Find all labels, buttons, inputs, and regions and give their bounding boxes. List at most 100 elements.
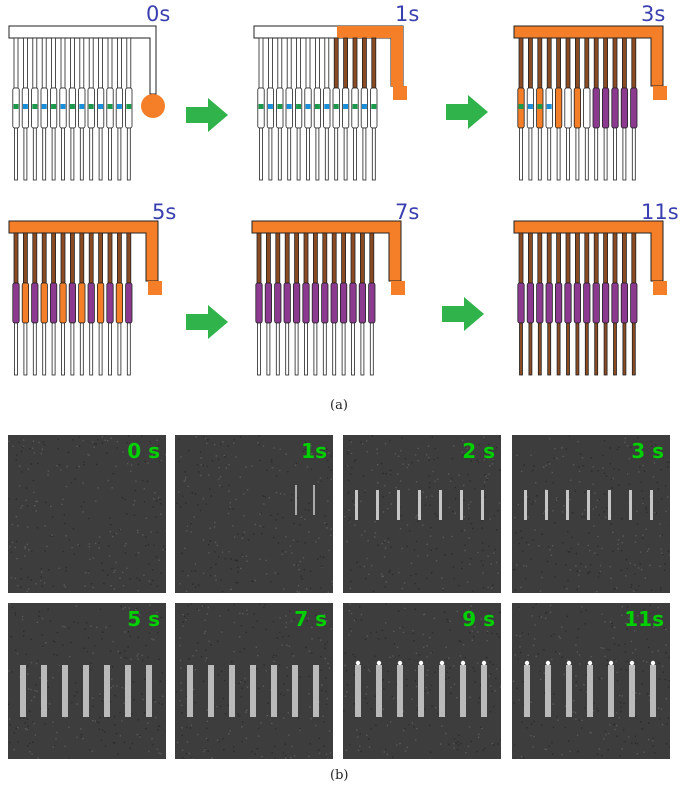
channel-outlet: [537, 127, 542, 181]
noise-speck: [328, 730, 331, 732]
noise-speck: [645, 511, 648, 514]
noise-speck: [541, 576, 543, 579]
noise-speck: [137, 531, 139, 534]
noise-speck: [26, 728, 28, 731]
noise-speck: [143, 574, 145, 576]
noise-speck: [57, 447, 59, 450]
noise-speck: [624, 651, 627, 653]
noise-speck: [634, 735, 637, 738]
noise-speck: [271, 467, 274, 469]
noise-speck: [234, 559, 236, 562]
noise-speck: [554, 448, 556, 450]
noise-speck: [44, 525, 46, 527]
noise-speck: [188, 752, 190, 755]
channel-stem: [584, 232, 590, 284]
noise-speck: [156, 611, 158, 614]
noise-speck: [549, 611, 552, 613]
noise-speck: [491, 632, 493, 635]
noise-speck: [80, 736, 82, 738]
noise-speck: [113, 715, 116, 718]
noise-speck: [626, 606, 629, 608]
noise-speck: [15, 498, 17, 501]
noise-speck: [458, 584, 460, 587]
noise-speck: [33, 504, 36, 507]
noise-speck: [664, 563, 666, 565]
noise-speck: [152, 639, 155, 641]
noise-speck: [632, 652, 634, 654]
noise-speck: [279, 448, 281, 451]
noise-speck: [557, 498, 559, 500]
noise-speck: [516, 687, 518, 689]
noise-speck: [160, 572, 162, 574]
noise-speck: [544, 691, 546, 694]
noise-speck: [382, 708, 385, 710]
noise-speck: [569, 569, 571, 571]
noise-speck: [142, 479, 144, 482]
noise-speck: [138, 579, 141, 581]
noise-speck: [205, 657, 208, 659]
noise-speck: [604, 516, 607, 519]
noise-speck: [489, 661, 491, 663]
noise-speck: [261, 532, 263, 535]
noise-speck: [575, 718, 577, 720]
noise-speck: [24, 555, 26, 557]
noise-speck: [227, 609, 230, 611]
noise-speck: [84, 571, 87, 574]
particle-marker: [22, 104, 28, 109]
noise-speck: [41, 617, 44, 620]
noise-speck: [665, 743, 668, 745]
noise-speck: [18, 465, 21, 467]
noise-speck: [243, 647, 246, 650]
noise-speck: [192, 655, 194, 657]
noise-speck: [598, 514, 600, 516]
channel-outlet: [584, 322, 589, 376]
noise-speck: [460, 742, 462, 745]
noise-speck: [162, 545, 165, 548]
noise-speck: [558, 652, 561, 655]
noise-speck: [462, 454, 464, 457]
fluid-column: [608, 665, 614, 717]
noise-speck: [458, 640, 460, 642]
noise-speck: [616, 671, 618, 674]
noise-speck: [176, 502, 178, 504]
noise-speck: [210, 495, 212, 497]
noise-speck: [179, 506, 182, 508]
noise-speck: [620, 706, 622, 708]
noise-speck: [326, 448, 328, 451]
noise-speck: [463, 484, 465, 487]
noise-speck: [393, 643, 396, 645]
noise-speck: [577, 543, 580, 545]
noise-speck: [43, 444, 46, 446]
noise-speck: [245, 737, 248, 740]
channel-stem: [371, 37, 377, 89]
noise-speck: [91, 697, 94, 699]
noise-speck: [245, 555, 248, 557]
noise-speck: [348, 509, 350, 511]
noise-speck: [320, 656, 322, 658]
noise-speck: [360, 500, 362, 503]
noise-speck: [258, 727, 260, 730]
noise-speck: [160, 459, 162, 462]
noise-speck: [305, 646, 307, 649]
noise-speck: [612, 531, 614, 534]
noise-speck: [453, 445, 455, 447]
channel-outlet: [537, 322, 542, 376]
channel-outlet: [566, 322, 570, 376]
channel-stem: [267, 37, 273, 89]
channel-stem: [556, 37, 561, 89]
noise-speck: [218, 478, 220, 480]
noise-speck: [119, 652, 121, 654]
channel-stem: [631, 37, 637, 89]
noise-speck: [441, 577, 443, 579]
noise-speck: [203, 632, 206, 635]
noise-speck: [229, 506, 231, 509]
noise-speck: [427, 445, 430, 447]
particle-marker: [107, 104, 113, 109]
noise-speck: [412, 632, 414, 635]
noise-speck: [618, 644, 620, 647]
noise-speck: [590, 563, 592, 566]
noise-speck: [195, 436, 197, 438]
noise-speck: [310, 717, 312, 720]
noise-speck: [389, 473, 392, 475]
noise-speck: [216, 705, 218, 708]
